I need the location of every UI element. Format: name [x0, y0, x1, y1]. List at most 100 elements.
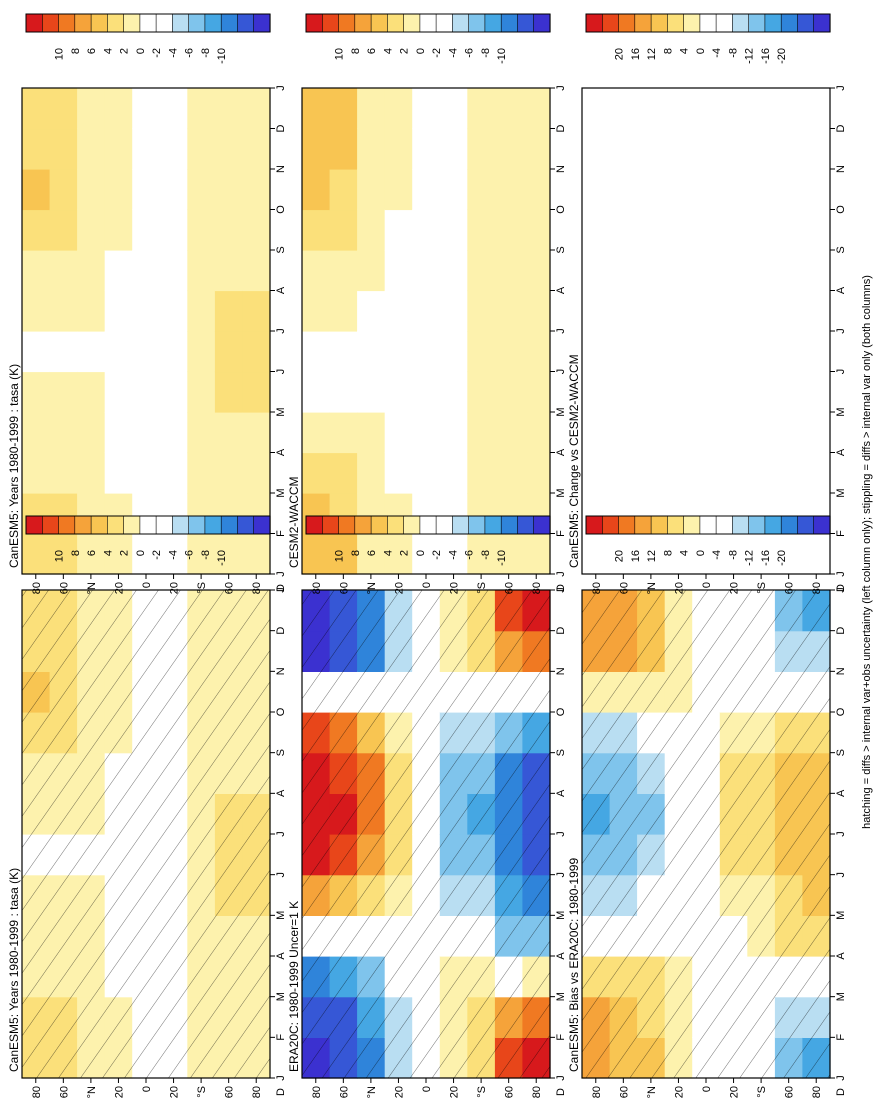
colorbar-swatch — [533, 515, 551, 535]
colorbar-swatch — [748, 515, 766, 535]
map-cell — [412, 371, 441, 413]
map-cell — [132, 331, 161, 373]
colorbar-swatch — [155, 515, 174, 535]
map-cell — [187, 169, 216, 211]
map-cell — [242, 371, 271, 413]
colorbar-swatch — [172, 13, 190, 33]
map-cell — [747, 371, 776, 413]
lat-tick-label: 60 — [784, 582, 796, 594]
colorbar-swatch — [237, 515, 255, 535]
colorbar-label: -12 — [744, 550, 756, 566]
colorbar-label: 12 — [646, 48, 658, 60]
map-cell — [719, 250, 748, 292]
month-tick-label: M — [555, 407, 567, 416]
month-tick-label: J — [835, 587, 847, 593]
map-cell — [582, 331, 611, 373]
month-tick-label: J — [835, 872, 847, 878]
colorbar-swatch — [90, 515, 108, 535]
lat-tick-label: 60 — [504, 1086, 516, 1098]
map-cell — [159, 412, 188, 454]
map-cell — [522, 331, 551, 373]
map-cell — [132, 533, 161, 575]
map-cell — [664, 169, 693, 211]
map-cell — [329, 250, 358, 292]
map-cell — [494, 452, 524, 494]
colorbar-swatch — [204, 515, 222, 535]
month-tick-label: M — [275, 992, 287, 1001]
colorbar-label: -6 — [184, 550, 196, 560]
month-tick-label: F — [275, 1034, 287, 1041]
colorbar-label: 6 — [366, 48, 378, 54]
lat-tick-label: 20 — [393, 582, 405, 594]
map-cell — [159, 331, 188, 373]
map-cell — [522, 169, 551, 211]
map-cell — [77, 169, 106, 211]
colorbar-frame — [585, 13, 831, 33]
month-tick-label: A — [555, 952, 567, 960]
map-cell — [302, 412, 331, 454]
map-cell — [49, 128, 78, 170]
lat-tick-label: 60 — [618, 1086, 630, 1098]
month-tick-label: F — [835, 1034, 847, 1041]
map-cell — [467, 88, 496, 130]
lat-tick-label: 20 — [113, 582, 125, 594]
colorbar-swatch — [123, 13, 141, 33]
colorbar-swatch — [139, 515, 157, 535]
lat-tick-label: 60 — [784, 1086, 796, 1098]
map-cell — [357, 209, 386, 251]
month-tick-label: J — [275, 872, 287, 878]
colorbar-swatch — [370, 515, 389, 535]
map-cell — [357, 371, 386, 413]
panel-title: CanESM5: Years 1980-1999 : tasa (K) — [7, 868, 21, 1072]
map-cell — [357, 452, 386, 494]
map-cell — [384, 452, 413, 494]
map-cell — [214, 250, 244, 292]
map-cell — [719, 331, 748, 373]
map-cell — [104, 533, 133, 575]
colorbar-swatch — [370, 13, 389, 33]
colorbar-label: -10 — [496, 550, 508, 566]
lat-tick-label: °N — [86, 1086, 98, 1098]
lat-tick-label: 20 — [673, 582, 685, 594]
month-tick-label: A — [555, 789, 567, 797]
corner-label: D — [555, 584, 567, 592]
map-cell — [774, 533, 804, 575]
colorbar-swatch — [780, 515, 799, 535]
colorbar-label: 10 — [334, 48, 346, 60]
map-cell — [214, 452, 244, 494]
colorbar-swatch — [715, 515, 733, 535]
colorbar-swatch — [634, 515, 652, 535]
colorbar-frame — [305, 515, 551, 535]
panel-title: CanESM5: Years 1980-1999 : tasa (K) — [7, 364, 21, 568]
month-tick-label: M — [555, 488, 567, 497]
colorbar-5: 20 16 12 8 4 0 -4 -8 -12 -16 -20 — [585, 515, 831, 566]
map-cell — [719, 412, 748, 454]
map-cell — [664, 412, 693, 454]
month-tick-label: S — [555, 246, 567, 253]
colorbar-label: -20 — [776, 48, 788, 64]
lat-tick-label: °S — [196, 582, 208, 594]
map-cell — [664, 88, 693, 130]
month-tick-label: A — [835, 952, 847, 960]
lat-tick-label: °N — [86, 582, 98, 594]
colorbar-swatch — [172, 515, 190, 535]
map-cell — [747, 88, 776, 130]
colorbar-frame — [25, 515, 271, 535]
map-cell — [522, 371, 551, 413]
colorbar-label: -8 — [727, 48, 739, 58]
map-cell — [692, 452, 721, 494]
month-tick-label: J — [275, 831, 287, 837]
colorbar-swatch — [764, 515, 782, 535]
map-cell — [104, 209, 133, 251]
lat-tick-label: 60 — [504, 582, 516, 594]
colorbar-label: 0 — [135, 550, 147, 556]
map-cell — [412, 412, 441, 454]
month-tick-label: M — [555, 992, 567, 1001]
map-cell — [242, 412, 271, 454]
map-cell — [49, 412, 78, 454]
map-cell — [467, 169, 496, 211]
map-cell — [384, 169, 413, 211]
colorbar-label: 10 — [54, 550, 66, 562]
colorbar-swatch — [748, 13, 766, 33]
colorbar-swatch — [650, 515, 668, 535]
